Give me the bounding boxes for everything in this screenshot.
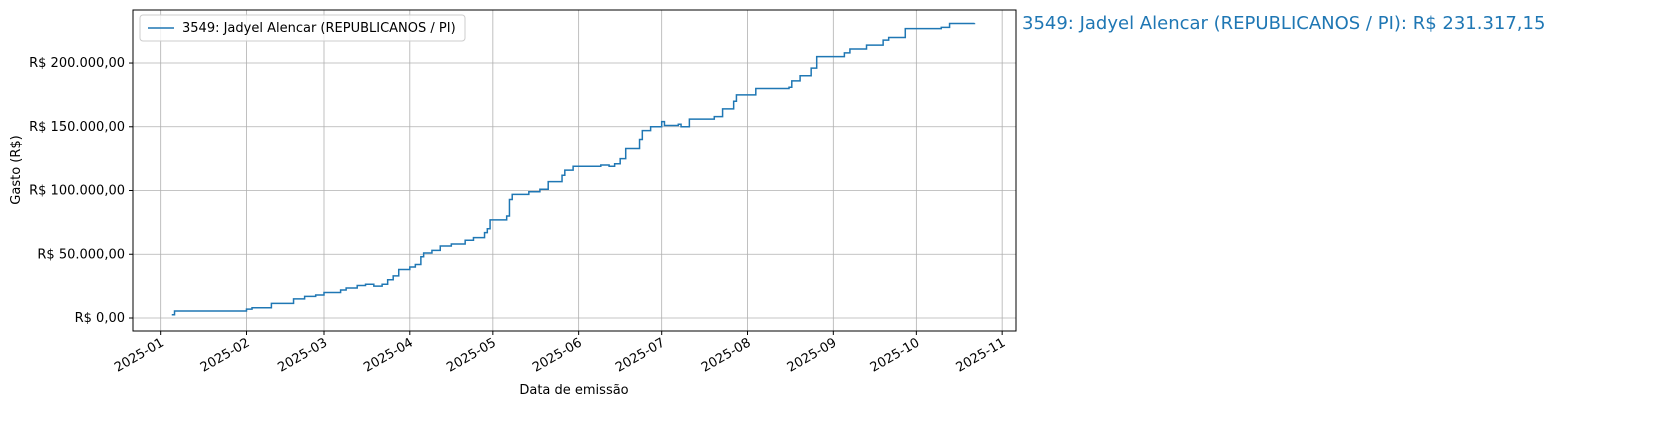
- series-line: [171, 22, 976, 316]
- y-axis-label: Gasto (R$): [9, 135, 24, 204]
- x-tick-label: 2025-07: [613, 335, 668, 375]
- x-tick-label: 2025-08: [699, 335, 754, 375]
- x-tick-label: 2025-10: [868, 335, 923, 375]
- y-tick-label: R$ 100.000,00: [29, 184, 125, 199]
- plot-frame: [132, 9, 1017, 332]
- x-tick-label: 2025-11: [954, 335, 1009, 375]
- y-tick-label: R$ 150.000,00: [29, 120, 125, 135]
- legend-label: 3549: Jadyel Alencar (REPUBLICANOS / PI): [182, 21, 456, 36]
- x-axis-label: Data de emissão: [519, 383, 628, 398]
- y-tick-label: R$ 200.000,00: [29, 56, 125, 71]
- x-tick-label: 2025-09: [785, 335, 840, 375]
- legend-box: [139, 14, 466, 42]
- x-tick-label: 2025-06: [530, 335, 585, 375]
- x-tick-label: 2025-03: [275, 335, 330, 375]
- y-tick-label: R$ 0,00: [75, 311, 125, 326]
- annotation: 3549: Jadyel Alencar (REPUBLICANOS / PI)…: [1022, 13, 1545, 34]
- x-tick-label: 2025-05: [444, 335, 499, 375]
- y-tick-label: R$ 50.000,00: [37, 247, 125, 262]
- x-tick-label: 2025-01: [112, 335, 167, 375]
- x-tick-label: 2025-02: [198, 335, 253, 375]
- x-tick-label: 2025-04: [361, 335, 416, 375]
